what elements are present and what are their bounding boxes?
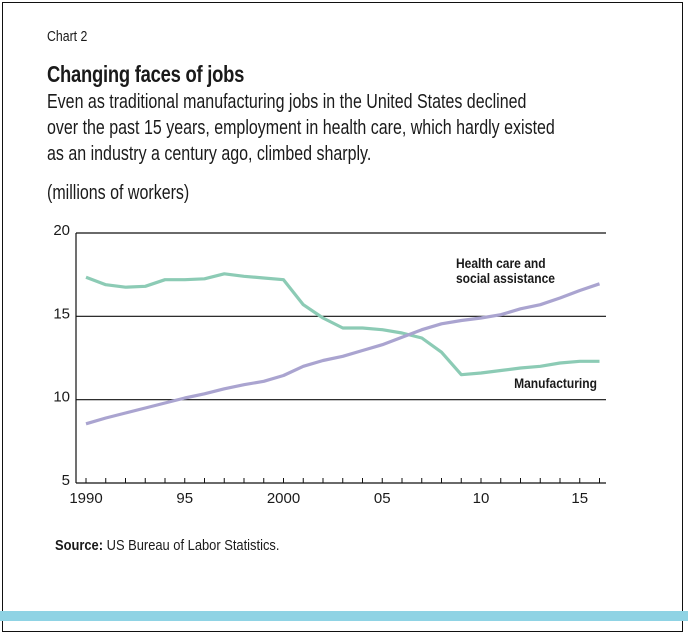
source-note: Source: US Bureau of Labor Statistics. [55,537,316,554]
chart-subtitle: Even as traditional manufacturing jobs i… [47,89,682,167]
series-label-line: Health care and [456,255,546,271]
series-label-line: Manufacturing [514,375,597,391]
source-label: Source: [55,537,104,554]
series-line-health-care-and-social-assistance [85,282,601,426]
bottom-accent-bar [0,611,688,621]
y-tick-label: 10 [53,389,70,406]
x-tick-label: 10 [473,490,490,507]
series-label: Health care and social assistance [456,255,555,286]
y-tick-label: 15 [53,305,70,322]
y-tick-label: 5 [62,472,70,489]
units-label: (millions of workers) [47,182,225,205]
source-text: US Bureau of Labor Statistics. [103,537,280,554]
series-lines [85,272,601,426]
labels: 5 10 15 20 1990 95 2000 05 10 15 Manufacturing Heal… [53,222,597,507]
chart-number: Chart 2 [47,28,96,45]
chart-number-text: Chart 2 [47,28,88,45]
x-tick-label: 2000 [267,490,300,507]
units-text: (millions of workers) [47,182,190,204]
series-line-manufacturing [85,272,600,377]
series-label-line: social assistance [456,270,555,286]
subtitle-line: Even as traditional manufacturing jobs i… [47,91,527,113]
subtitle-line: as an industry a century ago, climbed sh… [47,143,372,165]
gridlines [76,232,606,401]
chart-title: Changing faces of jobs [47,61,293,88]
axes [75,233,606,484]
y-tick-label: 20 [53,222,70,239]
series-label: Manufacturing [514,375,597,391]
x-tick-label: 1990 [69,490,102,507]
x-tick-label: 15 [571,490,588,507]
subtitle-line: over the past 15 years, employment in he… [47,117,555,139]
x-tick-label: 05 [374,490,391,507]
chart-title-text: Changing faces of jobs [47,61,245,87]
x-tick-label: 95 [176,490,193,507]
